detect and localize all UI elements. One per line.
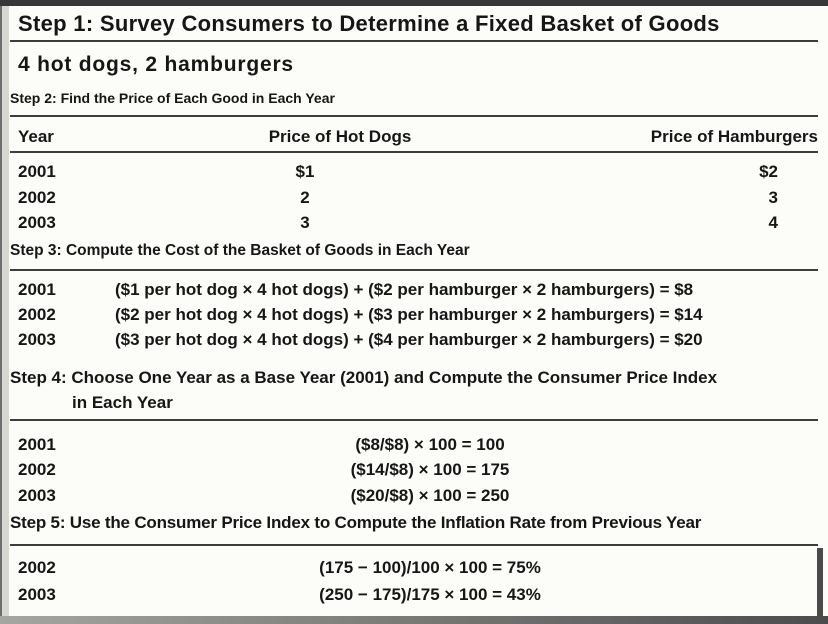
year-cell: 2002 (18, 305, 56, 324)
scan-edge-right (817, 548, 823, 617)
scan-edge-left-inner (2, 6, 9, 617)
divider (10, 544, 818, 546)
year-cell: 2003 (18, 486, 56, 505)
divider (10, 115, 818, 117)
year-cell: 2002 (18, 558, 56, 577)
cpi-formula: ($20/$8) × 100 = 250 (350, 486, 510, 505)
basket-cost-formula: ($1 per hot dog × 4 hot dogs) + ($2 per … (115, 280, 694, 299)
year-cell: 2001 (18, 435, 56, 454)
table-row: 2002 2 3 (10, 187, 818, 209)
year-cell: 2001 (18, 162, 56, 181)
basket-cost-formula: ($3 per hot dog × 4 hot dogs) + ($4 per … (115, 330, 703, 349)
table-row: 2003 3 4 (10, 212, 818, 234)
table-row: 2001 ($8/$8) × 100 = 100 (10, 434, 818, 456)
cpi-formula: ($14/$8) × 100 = 175 (350, 460, 510, 479)
scan-edge-top (0, 0, 828, 6)
inflation-formula: (175 − 100)/100 × 100 = 75% (319, 558, 541, 577)
hamburger-price-cell: 3 (768, 188, 778, 207)
hamburger-price-cell: $2 (759, 162, 778, 181)
table-row: 2001 $1 $2 (10, 161, 818, 183)
year-cell: 2003 (18, 213, 56, 232)
hamburger-price-cell: 4 (768, 213, 778, 232)
step3-heading: Step 3: Compute the Cost of the Basket o… (10, 242, 470, 259)
table-row: 2003 ($3 per hot dog × 4 hot dogs) + ($4… (10, 329, 818, 351)
step1-title: Step 1: Survey Consumers to Determine a … (18, 11, 720, 36)
table-row: 2002 (175 − 100)/100 × 100 = 75% (10, 557, 818, 579)
year-cell: 2002 (18, 460, 56, 479)
price-table-header: Year Price of Hot Dogs Price of Hamburge… (10, 126, 818, 148)
hot-dog-price-cell: 3 (300, 213, 310, 232)
inflation-formula: (250 − 175)/175 × 100 = 43% (319, 585, 541, 604)
divider (10, 151, 818, 153)
divider (10, 269, 818, 271)
table-row: 2002 ($14/$8) × 100 = 175 (10, 459, 818, 481)
table-row: 2002 ($2 per hot dog × 4 hot dogs) + ($3… (10, 304, 818, 326)
table-row: 2003 ($20/$8) × 100 = 250 (10, 485, 818, 507)
table-row: 2001 ($1 per hot dog × 4 hot dogs) + ($2… (10, 279, 818, 301)
col-header-hamburgers: Price of Hamburgers (650, 127, 818, 146)
cpi-formula: ($8/$8) × 100 = 100 (355, 435, 505, 454)
divider (10, 40, 818, 42)
divider (10, 419, 818, 421)
basket-cost-formula: ($2 per hot dog × 4 hot dogs) + ($3 per … (115, 305, 703, 324)
year-cell: 2003 (18, 585, 56, 604)
scan-edge-bottom (0, 616, 828, 624)
hot-dog-price-cell: 2 (300, 188, 310, 207)
step5-heading: Step 5: Use the Consumer Price Index to … (10, 513, 702, 532)
step4-heading-line2: in Each Year (72, 393, 173, 412)
step2-heading: Step 2: Find the Price of Each Good in E… (10, 90, 335, 106)
year-cell: 2001 (18, 280, 56, 299)
step4-heading-line1: Step 4: Choose One Year as a Base Year (… (10, 368, 718, 387)
scan-edge-left (0, 6, 2, 624)
table-row: 2003 (250 − 175)/175 × 100 = 43% (10, 584, 818, 606)
col-header-year: Year (18, 127, 54, 146)
hot-dog-price-cell: $1 (295, 162, 315, 181)
basket-line: 4 hot dogs, 2 hamburgers (18, 53, 294, 76)
year-cell: 2003 (18, 330, 56, 349)
year-cell: 2002 (18, 188, 56, 207)
col-header-hot-dogs: Price of Hot Dogs (268, 127, 412, 146)
